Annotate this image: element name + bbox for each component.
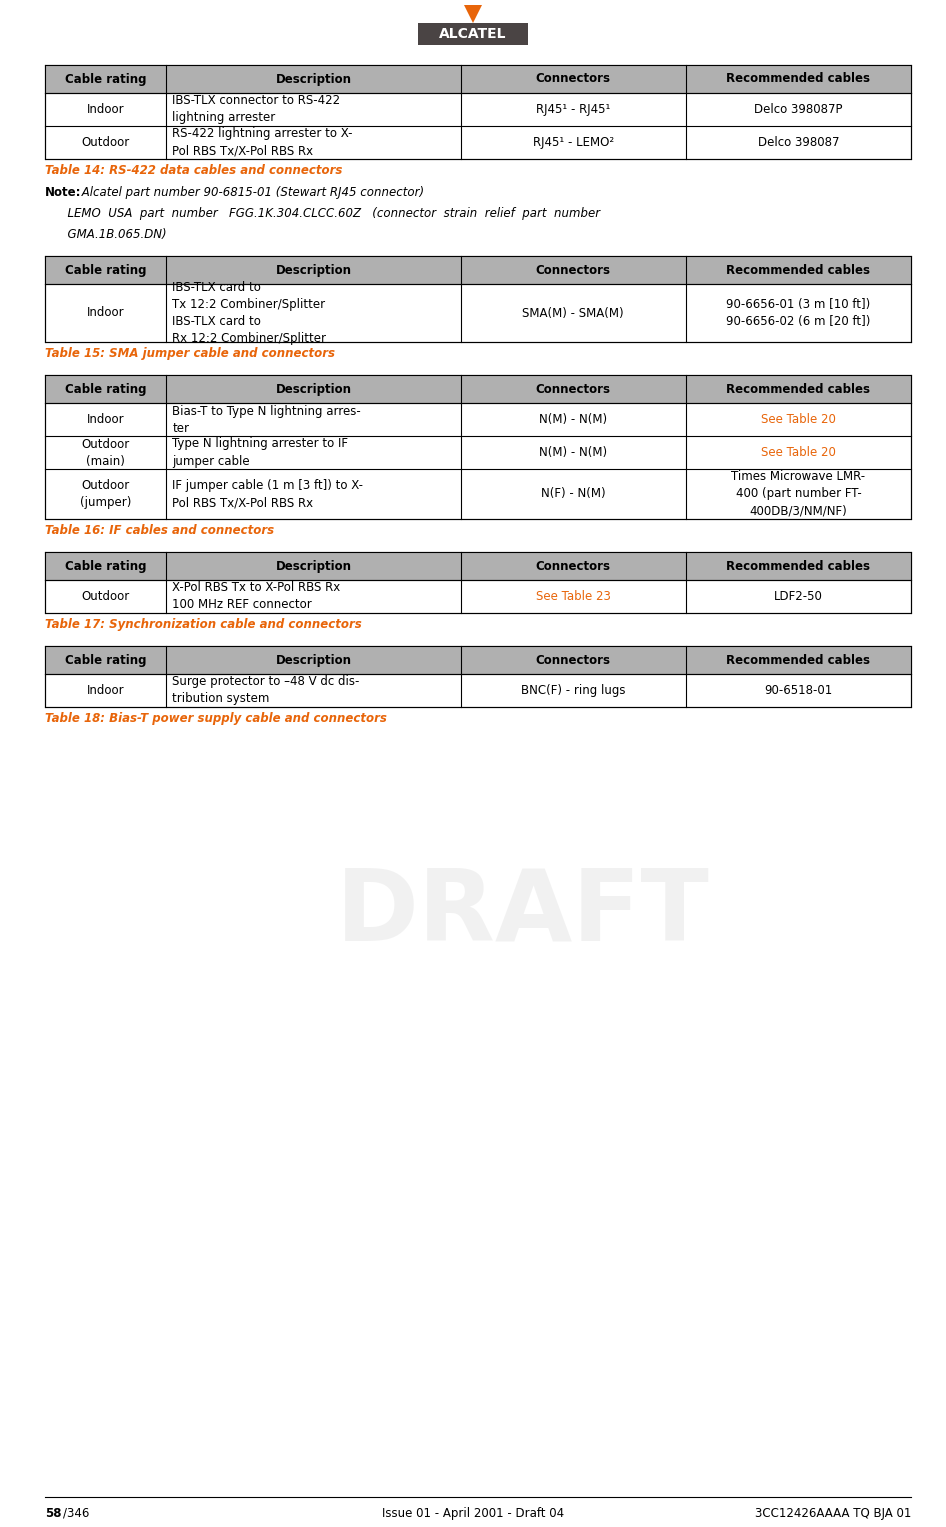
Text: Connectors: Connectors: [535, 654, 611, 666]
Text: Table 18: Bias-T power supply cable and connectors: Table 18: Bias-T power supply cable and …: [45, 712, 387, 725]
Text: Recommended cables: Recommended cables: [727, 654, 870, 666]
Text: Description: Description: [275, 654, 352, 666]
Text: Recommended cables: Recommended cables: [727, 72, 870, 86]
Text: IF jumper cable (1 m [3 ft]) to X-
Pol RBS Tx/X-Pol RBS Rx: IF jumper cable (1 m [3 ft]) to X- Pol R…: [172, 479, 363, 508]
Text: Surge protector to –48 V dc dis-
tribution system: Surge protector to –48 V dc dis- tributi…: [172, 675, 359, 705]
Text: Type N lightning arrester to IF
jumper cable: Type N lightning arrester to IF jumper c…: [172, 438, 348, 467]
Text: Outdoor
(jumper): Outdoor (jumper): [79, 479, 131, 508]
Text: Indoor: Indoor: [87, 307, 125, 319]
Text: Recommended cables: Recommended cables: [727, 264, 870, 276]
Bar: [45, 646, 911, 707]
Text: See Table 20: See Table 20: [761, 446, 836, 460]
Text: See Table 23: See Table 23: [535, 589, 611, 603]
Text: See Table 20: See Table 20: [761, 412, 836, 426]
Text: DRAFT: DRAFT: [336, 864, 710, 962]
Text: Description: Description: [275, 382, 352, 395]
Text: N(F) - N(M): N(F) - N(M): [541, 487, 605, 501]
Text: Connectors: Connectors: [535, 559, 611, 573]
Text: Delco 398087P: Delco 398087P: [754, 102, 843, 116]
Bar: [45, 66, 911, 93]
Text: 3CC12426AAAA TQ BJA 01: 3CC12426AAAA TQ BJA 01: [755, 1507, 911, 1519]
Text: /346: /346: [63, 1507, 89, 1519]
Text: Connectors: Connectors: [535, 264, 611, 276]
Text: Indoor: Indoor: [87, 102, 125, 116]
Text: Bias-T to Type N lightning arres-
ter: Bias-T to Type N lightning arres- ter: [172, 405, 361, 435]
Bar: [45, 376, 911, 519]
Text: X-Pol RBS Tx to X-Pol RBS Rx
100 MHz REF connector: X-Pol RBS Tx to X-Pol RBS Rx 100 MHz REF…: [172, 582, 341, 611]
Text: N(M) - N(M): N(M) - N(M): [539, 446, 607, 460]
Bar: [45, 257, 911, 284]
Polygon shape: [464, 5, 482, 23]
Bar: [418, 23, 528, 44]
Text: ALCATEL: ALCATEL: [439, 27, 507, 41]
Text: Recommended cables: Recommended cables: [727, 559, 870, 573]
Text: Issue 01 - April 2001 - Draft 04: Issue 01 - April 2001 - Draft 04: [382, 1507, 564, 1519]
Text: Recommended cables: Recommended cables: [727, 382, 870, 395]
Text: Delco 398087: Delco 398087: [758, 136, 839, 150]
Text: Table 17: Synchronization cable and connectors: Table 17: Synchronization cable and conn…: [45, 618, 361, 631]
Text: RS-422 lightning arrester to X-
Pol RBS Tx/X-Pol RBS Rx: RS-422 lightning arrester to X- Pol RBS …: [172, 127, 353, 157]
Bar: [45, 551, 911, 580]
Bar: [45, 646, 911, 673]
Text: Outdoor: Outdoor: [81, 136, 130, 150]
Text: 90-6656-01 (3 m [10 ft])
90-6656-02 (6 m [20 ft]): 90-6656-01 (3 m [10 ft]) 90-6656-02 (6 m…: [727, 298, 870, 328]
Text: Table 15: SMA jumper cable and connectors: Table 15: SMA jumper cable and connector…: [45, 347, 335, 360]
Text: Description: Description: [275, 264, 352, 276]
Text: Description: Description: [275, 559, 352, 573]
Text: Times Microwave LMR-
400 (part number FT-
400DB/3/NM/NF): Times Microwave LMR- 400 (part number FT…: [731, 470, 866, 518]
Text: Cable rating: Cable rating: [65, 264, 147, 276]
Text: 90-6518-01: 90-6518-01: [764, 684, 832, 696]
Text: Note:: Note:: [45, 186, 81, 199]
Text: Cable rating: Cable rating: [65, 72, 147, 86]
Text: LEMO  USA  part  number   FGG.1K.304.CLCC.60Z   (connector  strain  relief  part: LEMO USA part number FGG.1K.304.CLCC.60Z…: [45, 208, 600, 220]
Text: Description: Description: [275, 72, 352, 86]
Text: Table 14: RS-422 data cables and connectors: Table 14: RS-422 data cables and connect…: [45, 163, 342, 177]
Text: Cable rating: Cable rating: [65, 382, 147, 395]
Text: BNC(F) - ring lugs: BNC(F) - ring lugs: [521, 684, 625, 696]
Bar: [45, 551, 911, 612]
Text: Indoor: Indoor: [87, 684, 125, 696]
Text: Outdoor
(main): Outdoor (main): [81, 438, 130, 467]
Text: LDF2-50: LDF2-50: [774, 589, 823, 603]
Text: RJ45¹ - LEMO²: RJ45¹ - LEMO²: [533, 136, 614, 150]
Text: Alcatel part number 90-6815-01 (Stewart RJ45 connector): Alcatel part number 90-6815-01 (Stewart …: [78, 186, 424, 199]
Text: IBS-TLX connector to RS-422
lightning arrester: IBS-TLX connector to RS-422 lightning ar…: [172, 95, 341, 125]
Text: Table 16: IF cables and connectors: Table 16: IF cables and connectors: [45, 524, 274, 538]
Text: Connectors: Connectors: [535, 382, 611, 395]
Text: Connectors: Connectors: [535, 72, 611, 86]
Text: SMA(M) - SMA(M): SMA(M) - SMA(M): [522, 307, 624, 319]
Text: RJ45¹ - RJ45¹: RJ45¹ - RJ45¹: [536, 102, 610, 116]
Bar: [45, 66, 911, 159]
Bar: [45, 257, 911, 342]
Text: Cable rating: Cable rating: [65, 559, 147, 573]
Text: Cable rating: Cable rating: [65, 654, 147, 666]
Text: Indoor: Indoor: [87, 412, 125, 426]
Text: N(M) - N(M): N(M) - N(M): [539, 412, 607, 426]
Bar: [45, 376, 911, 403]
Text: Outdoor: Outdoor: [81, 589, 130, 603]
Text: 58: 58: [45, 1507, 61, 1519]
Text: GMA.1B.065.DN): GMA.1B.065.DN): [45, 228, 166, 241]
Text: IBS-TLX card to
Tx 12:2 Combiner/Splitter
IBS-TLX card to
Rx 12:2 Combiner/Split: IBS-TLX card to Tx 12:2 Combiner/Splitte…: [172, 281, 326, 345]
